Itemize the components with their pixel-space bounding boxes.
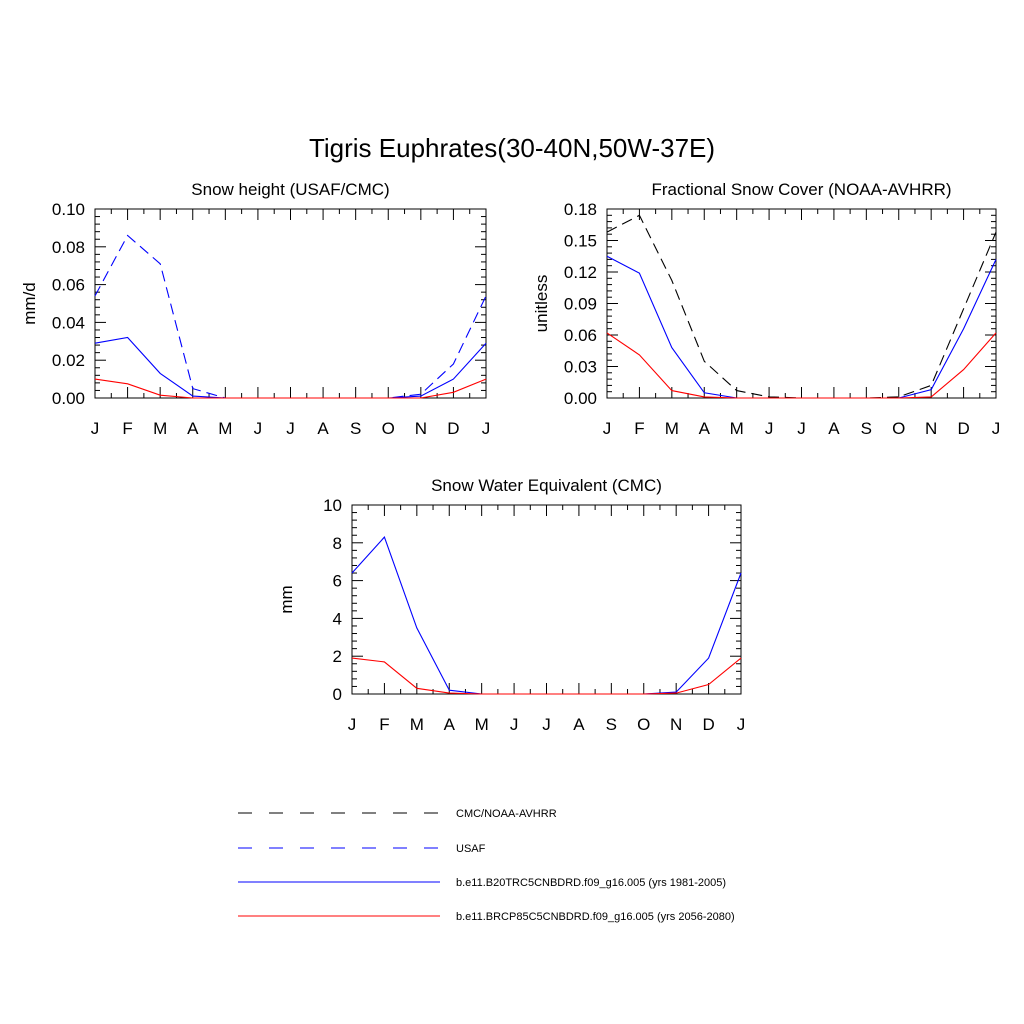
series-line-2 (606, 255, 997, 399)
x-tick-label: F (122, 419, 132, 438)
y-tick-label: 0.06 (52, 276, 85, 295)
x-tick-label: A (444, 715, 456, 734)
y-axis-label: mm/d (20, 282, 39, 325)
series-line-2 (351, 536, 742, 695)
x-tick-label: M (218, 419, 232, 438)
x-tick-label: D (957, 419, 969, 438)
panel-title: Fractional Snow Cover (NOAA-AVHRR) (651, 180, 951, 199)
x-tick-label: J (603, 419, 612, 438)
x-tick-label: J (765, 419, 774, 438)
series-line-3 (606, 332, 997, 399)
legend-item: USAF (238, 843, 486, 855)
x-tick-label: J (542, 715, 551, 734)
plot-frame (606, 208, 997, 399)
x-tick-label: A (573, 715, 585, 734)
y-tick-label: 0.08 (52, 238, 85, 257)
x-tick-label: M (665, 419, 679, 438)
x-tick-label: J (286, 419, 295, 438)
x-tick-label: J (348, 715, 357, 734)
panels: Snow height (USAF/CMC)mm/dJ F M A M J J A S O N D J0… (20, 180, 1000, 734)
x-tick-label: A (699, 419, 711, 438)
legend-label: CMC/NOAA-AVHRR (456, 808, 557, 820)
y-tick-label: 0 (333, 685, 342, 704)
y-tick-label: 0.03 (564, 358, 597, 377)
legend: CMC/NOAA-AVHRR USAF b.e11.B20TRC5CNBDRD.f0… (238, 808, 735, 923)
y-tick-label: 0.09 (564, 295, 597, 314)
chart-panel-2: Fractional Snow Cover (NOAA-AVHRR) unitle… (532, 180, 1000, 438)
plot-frame (351, 504, 742, 695)
legend-label: USAF (456, 843, 486, 855)
y-tick-label: 0.15 (564, 232, 597, 251)
y-tick-label: 0.00 (564, 389, 597, 408)
legend-label: b.e11.BRCP85C5CNBDRD.f09_g16.005 (yrs 20… (456, 911, 735, 923)
x-tick-label: J (91, 419, 100, 438)
x-tick-label: M (475, 715, 489, 734)
x-tick-label: N (925, 419, 937, 438)
x-tick-label: O (637, 715, 650, 734)
legend-item: b.e11.B20TRC5CNBDRD.f09_g16.005 (yrs 198… (238, 877, 726, 889)
panel-title: Snow Water Equivalent (CMC) (431, 476, 662, 495)
x-tick-label: D (447, 419, 459, 438)
x-tick-label: A (317, 419, 329, 438)
y-tick-label: 0.00 (52, 389, 85, 408)
x-tick-label: S (606, 715, 617, 734)
x-tick-label: J (992, 419, 1001, 438)
legend-label: b.e11.B20TRC5CNBDRD.f09_g16.005 (yrs 198… (456, 877, 726, 889)
panel-title: Snow height (USAF/CMC) (191, 180, 389, 199)
x-tick-label: S (861, 419, 872, 438)
x-tick-label: S (350, 419, 361, 438)
y-tick-label: 4 (333, 609, 342, 628)
x-tick-label: M (410, 715, 424, 734)
series-line-3 (351, 657, 742, 695)
x-tick-label: F (634, 419, 644, 438)
legend-item: CMC/NOAA-AVHRR (238, 808, 557, 820)
x-tick-label: N (415, 419, 427, 438)
x-tick-label: J (737, 715, 746, 734)
x-tick-label: J (510, 715, 519, 734)
y-tick-label: 0.18 (564, 200, 597, 219)
series-line-1 (606, 214, 997, 399)
x-tick-label: M (153, 419, 167, 438)
plot-frame (94, 208, 487, 399)
series-line-4 (94, 378, 487, 399)
x-tick-label: M (730, 419, 744, 438)
x-tick-label: D (702, 715, 714, 734)
y-tick-label: 2 (333, 647, 342, 666)
legend-item: b.e11.BRCP85C5CNBDRD.f09_g16.005 (yrs 20… (238, 911, 735, 923)
y-axis-label: unitless (532, 275, 551, 333)
y-tick-label: 8 (333, 534, 342, 553)
x-tick-label: J (482, 419, 491, 438)
y-axis-label: mm (277, 585, 296, 613)
y-tick-label: 0.10 (52, 200, 85, 219)
x-tick-label: A (828, 419, 840, 438)
y-tick-label: 10 (323, 496, 342, 515)
x-tick-label: N (670, 715, 682, 734)
chart-panel-1: Snow height (USAF/CMC)mm/dJ F M A M J J A S O N D J0… (20, 180, 490, 438)
chart-panel-3: Snow Water Equivalent (CMC)mmJ F M A M J J A S O N… (277, 476, 745, 734)
x-tick-label: J (254, 419, 263, 438)
x-tick-label: F (379, 715, 389, 734)
figure-title: Tigris Euphrates(30-40N,50W-37E) (309, 133, 715, 163)
y-tick-label: 0.02 (52, 351, 85, 370)
y-tick-label: 6 (333, 572, 342, 591)
x-tick-label: O (382, 419, 395, 438)
y-tick-label: 0.04 (52, 313, 85, 332)
y-tick-label: 0.12 (564, 263, 597, 282)
series-line-2 (94, 234, 487, 399)
y-tick-label: 0.06 (564, 326, 597, 345)
x-tick-label: A (187, 419, 199, 438)
x-tick-label: J (797, 419, 806, 438)
x-tick-label: O (892, 419, 905, 438)
